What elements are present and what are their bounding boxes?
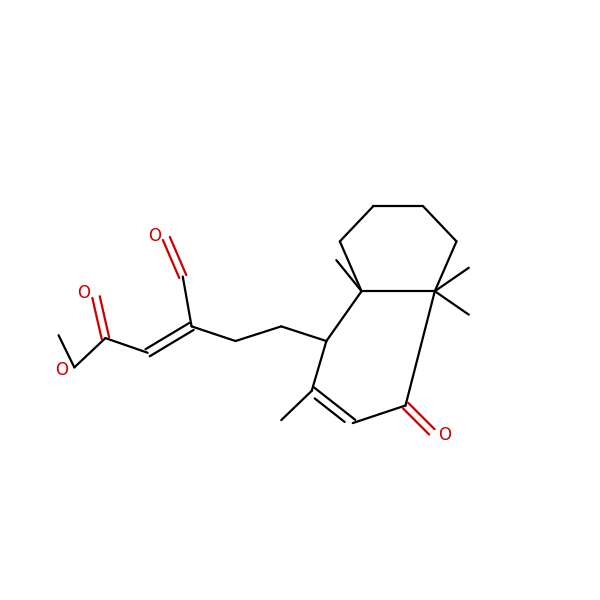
- Text: O: O: [148, 227, 161, 245]
- Text: O: O: [55, 361, 68, 379]
- Text: O: O: [438, 426, 451, 444]
- Text: O: O: [77, 284, 89, 302]
